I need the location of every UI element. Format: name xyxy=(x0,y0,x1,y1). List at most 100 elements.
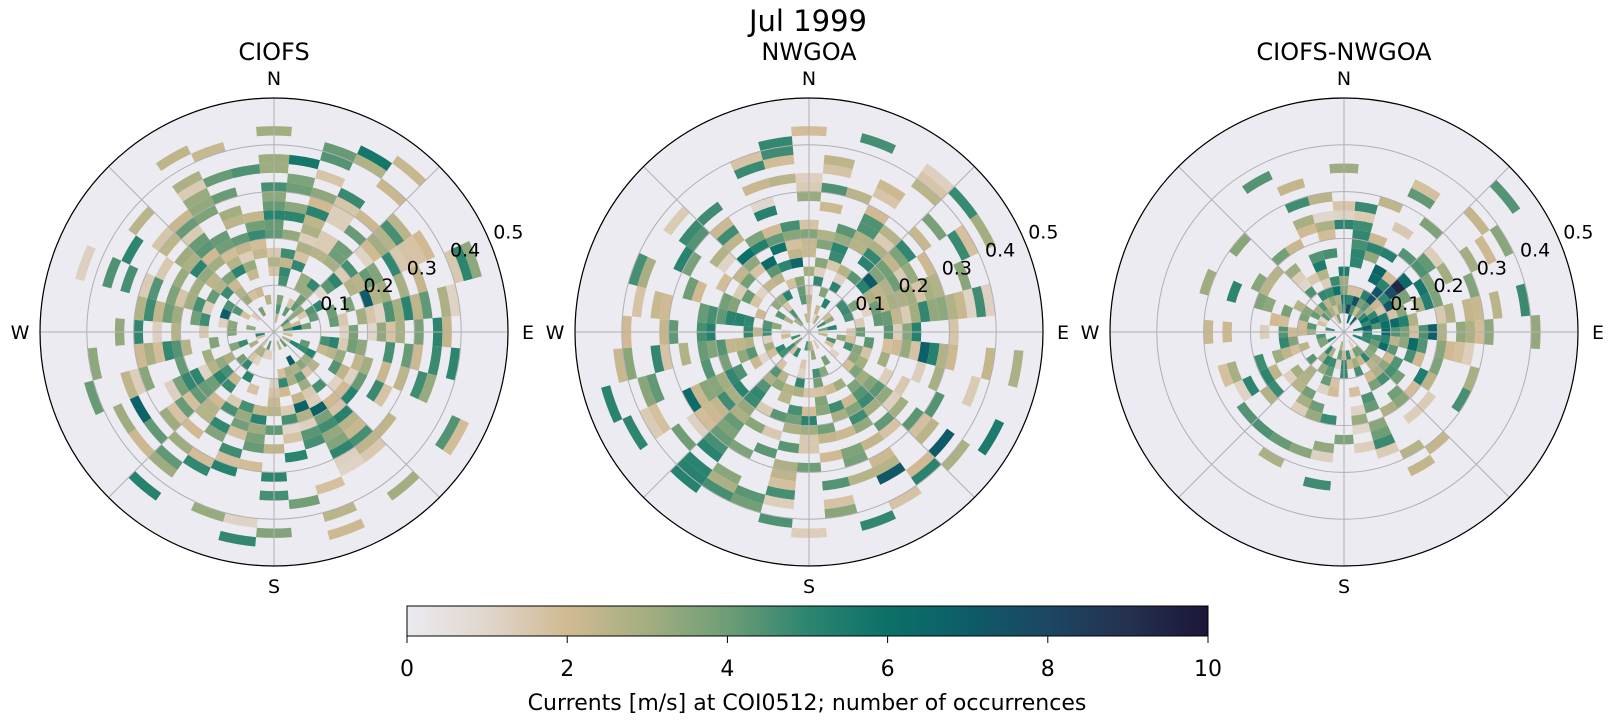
panel-title: CIOFS-NWGOA xyxy=(1256,38,1432,66)
histogram-bin xyxy=(333,265,351,284)
radial-tick-label: 0.4 xyxy=(450,239,480,261)
histogram-bin xyxy=(736,398,756,417)
histogram-bin xyxy=(297,343,308,354)
histogram-bin xyxy=(209,230,231,248)
histogram-bin xyxy=(878,367,894,386)
histogram-bin xyxy=(293,370,307,383)
histogram-bin xyxy=(736,348,750,364)
histogram-bin xyxy=(779,220,801,233)
histogram-bin xyxy=(1312,440,1335,454)
histogram-bin xyxy=(1390,279,1406,295)
histogram-bin xyxy=(697,340,710,362)
histogram-bin xyxy=(1332,304,1340,316)
histogram-bin xyxy=(1328,295,1337,307)
histogram-bin xyxy=(1250,272,1268,293)
histogram-bin xyxy=(276,294,284,305)
histogram-bin xyxy=(816,238,834,251)
histogram-bin xyxy=(804,341,809,351)
histogram-bin xyxy=(855,369,871,385)
histogram-bin xyxy=(129,395,152,424)
histogram-bin xyxy=(325,213,350,233)
histogram-bin xyxy=(329,439,355,460)
histogram-bin xyxy=(1276,178,1306,197)
histogram-bin xyxy=(839,305,852,317)
histogram-bin xyxy=(436,285,452,318)
histogram-bin xyxy=(1411,296,1426,313)
histogram-bin xyxy=(343,224,367,246)
histogram-bin xyxy=(859,304,873,318)
histogram-bin xyxy=(1399,439,1425,460)
histogram-bin xyxy=(1410,259,1429,279)
histogram-bin xyxy=(1360,391,1376,405)
histogram-bin xyxy=(861,272,879,290)
histogram-bin xyxy=(712,462,742,485)
histogram-bin xyxy=(1407,454,1436,477)
histogram-bin xyxy=(777,440,800,454)
histogram-bin xyxy=(1461,298,1475,322)
histogram-bin xyxy=(218,317,229,328)
histogram-bin xyxy=(715,339,728,357)
histogram-bin xyxy=(1317,229,1336,242)
histogram-bin xyxy=(392,272,410,299)
histogram-bin xyxy=(1377,196,1404,214)
histogram-bin xyxy=(366,379,385,402)
histogram-bin xyxy=(1226,361,1243,384)
histogram-bin xyxy=(340,259,359,279)
histogram-bin xyxy=(893,288,909,308)
histogram-bin xyxy=(247,289,259,302)
histogram-bin xyxy=(1354,345,1364,355)
histogram-bin xyxy=(307,312,320,323)
grid-spoke xyxy=(643,166,810,333)
histogram-bin xyxy=(210,187,238,205)
histogram-bin xyxy=(1407,337,1419,352)
histogram-bin xyxy=(210,459,238,477)
histogram-bin xyxy=(1351,347,1361,358)
histogram-bin xyxy=(1463,206,1490,236)
histogram-bin xyxy=(697,302,710,324)
histogram-bin xyxy=(914,417,940,445)
histogram-bin xyxy=(855,294,869,309)
histogram-bin xyxy=(312,299,325,313)
histogram-bin xyxy=(254,286,265,299)
histogram-bin xyxy=(247,229,266,242)
histogram-bin xyxy=(134,295,148,321)
histogram-bin xyxy=(221,270,237,286)
histogram-bin xyxy=(1368,416,1388,432)
histogram-bin xyxy=(762,335,773,345)
histogram-bin xyxy=(947,230,971,261)
histogram-bin xyxy=(192,296,207,313)
histogram-bin xyxy=(172,375,190,397)
histogram-bin xyxy=(162,340,175,362)
histogram-bin xyxy=(1355,355,1366,366)
histogram-bin xyxy=(199,312,211,327)
histogram-bin xyxy=(341,296,356,313)
histogram-bin xyxy=(1329,377,1340,388)
histogram-bin xyxy=(181,418,205,440)
histogram-bin xyxy=(246,324,256,331)
histogram-bin xyxy=(275,304,282,314)
histogram-bin xyxy=(252,355,263,366)
histogram-bin xyxy=(770,467,797,482)
histogram-bin xyxy=(859,346,873,360)
colorbar-tick-label: 0 xyxy=(400,657,414,682)
histogram-bin xyxy=(1328,357,1337,369)
histogram-bin xyxy=(1345,304,1352,314)
radial-tick-label: 0.2 xyxy=(899,275,929,297)
histogram-bin xyxy=(231,305,244,317)
histogram-bin xyxy=(358,288,374,308)
histogram-bin xyxy=(138,272,156,299)
histogram-bin xyxy=(222,214,245,231)
histogram-bin xyxy=(317,230,339,248)
histogram-bin xyxy=(381,251,402,277)
histogram-bin xyxy=(1306,272,1321,286)
histogram-bin xyxy=(1390,355,1404,370)
histogram-bin xyxy=(828,281,842,294)
histogram-bin xyxy=(389,246,410,273)
histogram-bin xyxy=(290,320,302,328)
histogram-bin xyxy=(1371,334,1382,342)
histogram-bin xyxy=(326,374,344,392)
histogram-bin xyxy=(1291,270,1307,286)
histogram-bin xyxy=(765,232,785,248)
histogram-bin xyxy=(1413,367,1429,386)
histogram-bin xyxy=(204,374,222,392)
